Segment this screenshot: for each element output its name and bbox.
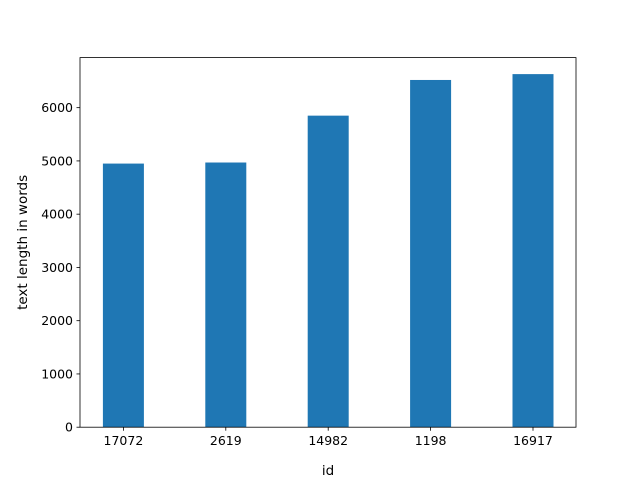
x-tick-label: 16917 <box>513 433 553 448</box>
y-axis-ticks: 0 1000 2000 3000 4000 5000 6000 <box>41 100 80 435</box>
y-axis-label: text length in words <box>15 175 31 310</box>
y-tick-label: 3000 <box>41 260 73 275</box>
bar-17072 <box>102 163 144 428</box>
y-tick-label: 0 <box>65 420 73 435</box>
y-tick-label: 5000 <box>41 153 73 168</box>
y-tick-label: 6000 <box>41 100 73 115</box>
x-axis-ticks: 17072 2619 14982 1198 16917 <box>104 427 553 448</box>
bar-14982 <box>307 115 349 428</box>
x-tick-label: 2619 <box>210 433 242 448</box>
y-tick-label: 1000 <box>41 366 73 381</box>
bar-16917 <box>512 74 554 428</box>
bars-group <box>102 74 554 428</box>
y-tick-label: 2000 <box>41 313 73 328</box>
bar-2619 <box>205 162 247 428</box>
x-tick-label: 17072 <box>104 433 144 448</box>
y-tick-label: 4000 <box>41 207 73 222</box>
plot-area-frame <box>79 57 577 428</box>
x-tick-label: 1198 <box>415 433 447 448</box>
bar-1198 <box>410 79 452 428</box>
x-tick-label: 14982 <box>308 433 348 448</box>
x-axis-label: id <box>322 463 334 479</box>
